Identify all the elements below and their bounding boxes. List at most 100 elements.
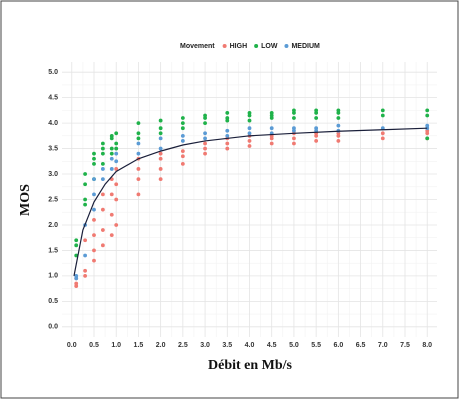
- point: [269, 111, 274, 115]
- point: [225, 111, 230, 115]
- x-tick-label: 7.0: [378, 342, 388, 349]
- point: [292, 141, 296, 146]
- x-tick-label: 1.0: [111, 342, 121, 349]
- x-axis-title: Débit en Mb/s: [208, 358, 293, 373]
- x-tick-label: 6.0: [333, 342, 343, 349]
- point: [292, 126, 296, 131]
- point: [203, 131, 207, 136]
- point: [136, 151, 141, 156]
- point: [100, 207, 105, 212]
- legend-marker: [222, 44, 227, 48]
- point: [100, 192, 105, 197]
- point: [247, 144, 252, 148]
- point: [100, 167, 105, 171]
- point: [92, 233, 96, 238]
- point: [247, 111, 252, 115]
- point: [92, 151, 96, 156]
- point: [203, 141, 207, 146]
- x-tick-label: 3.0: [200, 342, 210, 349]
- point: [269, 141, 274, 146]
- x-tick-label: 5.5: [311, 342, 321, 349]
- x-tick-label: 0.0: [67, 342, 77, 349]
- point: [92, 258, 96, 263]
- point: [83, 253, 88, 258]
- point: [380, 136, 385, 141]
- point: [100, 161, 105, 166]
- legend: Movement HIGH LOW MEDIUM: [180, 43, 320, 50]
- point: [83, 172, 88, 176]
- y-axis-title: MOS: [18, 184, 33, 216]
- y-tick-label: 2.5: [48, 196, 58, 203]
- x-tick-label: 2.5: [178, 342, 188, 349]
- y-tick-label: 4.0: [48, 120, 58, 127]
- point: [74, 281, 79, 286]
- point: [247, 118, 252, 123]
- point: [83, 197, 88, 202]
- point: [114, 197, 119, 202]
- point: [136, 141, 141, 146]
- point: [92, 207, 96, 212]
- point: [180, 126, 185, 131]
- point: [114, 159, 119, 164]
- point: [114, 131, 119, 136]
- x-tick-label: 4.5: [267, 342, 277, 349]
- point: [225, 128, 230, 133]
- point: [180, 116, 185, 120]
- point: [92, 161, 96, 166]
- point: [158, 136, 163, 141]
- point: [292, 136, 296, 141]
- point: [158, 177, 163, 182]
- point: [92, 156, 96, 161]
- y-tick-label: 5.0: [48, 69, 58, 76]
- point: [247, 139, 252, 143]
- y-tick-label: 2.0: [48, 222, 58, 229]
- point: [92, 177, 96, 182]
- point: [92, 248, 96, 253]
- legend-label: MEDIUM: [291, 43, 320, 50]
- y-tick-label: 1.5: [48, 247, 58, 254]
- point: [158, 126, 163, 131]
- point: [380, 113, 385, 118]
- point: [109, 167, 114, 171]
- point: [203, 146, 207, 151]
- y-tick-label: 1.0: [48, 273, 58, 280]
- point: [314, 116, 319, 120]
- x-tick-label: 8.0: [422, 342, 432, 349]
- point: [180, 161, 185, 166]
- point: [158, 131, 163, 136]
- point: [100, 243, 105, 248]
- x-tick-label: 6.5: [356, 342, 366, 349]
- legend-marker: [284, 44, 289, 48]
- point: [203, 121, 207, 126]
- point: [225, 116, 230, 120]
- y-tick-label: 0.5: [48, 298, 58, 305]
- point: [425, 113, 430, 118]
- x-tick-label: 4.0: [245, 342, 255, 349]
- series-1: [74, 108, 430, 258]
- point: [336, 116, 341, 120]
- point: [336, 108, 341, 113]
- point: [114, 146, 119, 151]
- point: [225, 141, 230, 146]
- point: [100, 177, 105, 182]
- point: [314, 126, 319, 131]
- point: [114, 182, 119, 187]
- point: [314, 139, 319, 143]
- point: [292, 116, 296, 120]
- point: [203, 113, 207, 118]
- point: [203, 151, 207, 156]
- point: [109, 233, 114, 238]
- point: [109, 133, 114, 138]
- point: [114, 141, 119, 146]
- point: [180, 133, 185, 138]
- x-tick-label: 5.0: [289, 342, 299, 349]
- point: [158, 146, 163, 151]
- point: [136, 136, 141, 141]
- point: [74, 243, 79, 248]
- point: [336, 139, 341, 143]
- point: [425, 108, 430, 113]
- point: [136, 131, 141, 136]
- point: [425, 136, 430, 141]
- point: [136, 192, 141, 197]
- point: [180, 139, 185, 143]
